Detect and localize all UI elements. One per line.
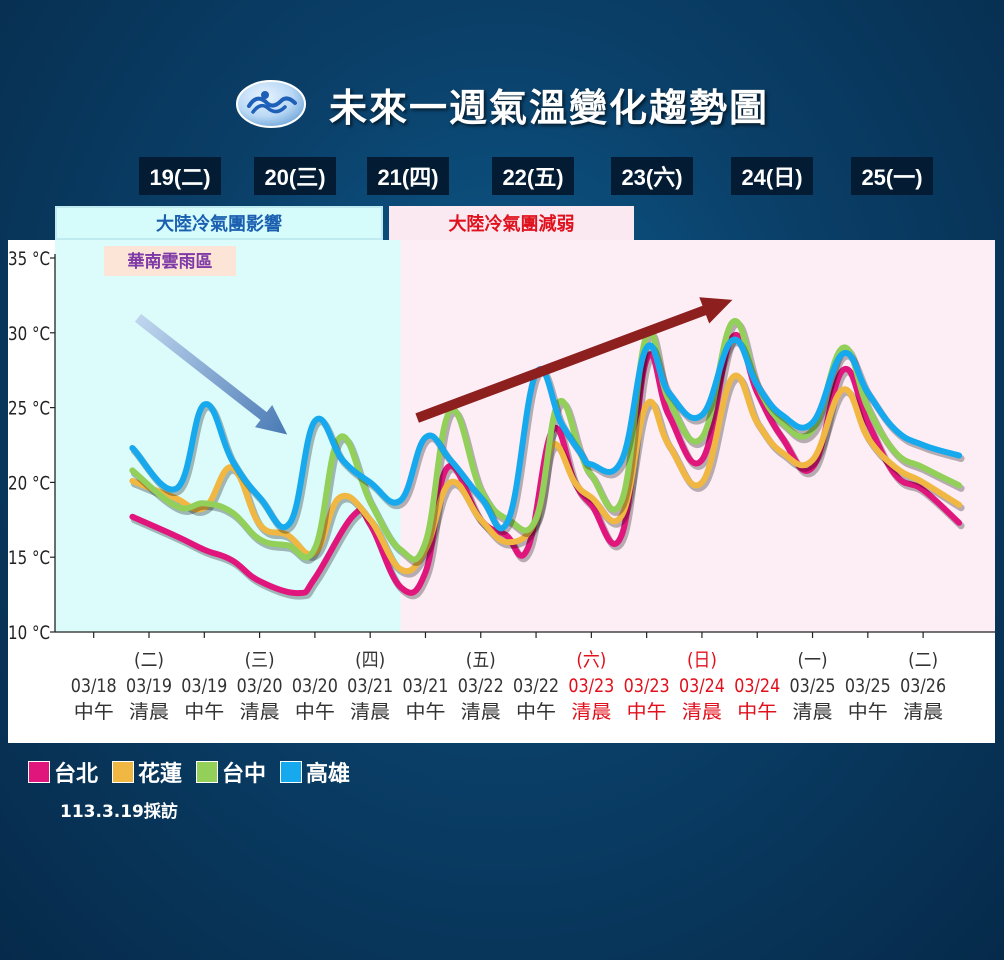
x-date-label: 03/21 <box>347 675 393 697</box>
chart-background-region <box>55 240 401 632</box>
series-line-hualien <box>129 372 963 575</box>
cold-air-banner: 大陸冷氣團影響 <box>55 206 383 240</box>
x-time-label: 中午 <box>516 701 556 723</box>
legend-item: 高雄 <box>280 756 350 788</box>
x-time-label: 中午 <box>627 701 667 723</box>
y-tick-label: 20 °C <box>8 472 50 494</box>
x-time-label: 清晨 <box>903 701 943 723</box>
x-time-label: 清晨 <box>129 701 169 723</box>
day-label: 19(二) <box>139 157 221 195</box>
x-time-label: 清晨 <box>461 701 501 723</box>
legend: 台北 花蓮 台中 高雄 <box>28 756 350 788</box>
x-weekday-label: (四) <box>355 649 385 671</box>
series-line-kaohsiung <box>129 336 963 532</box>
day-label: 21(四) <box>367 157 449 195</box>
x-weekday-label: (三) <box>245 649 275 671</box>
y-tick-label: 15 °C <box>8 547 50 569</box>
legend-label: 花蓮 <box>138 762 183 787</box>
x-date-label: 03/19 <box>181 675 227 697</box>
x-date-label: 03/23 <box>568 675 614 697</box>
day-label: 24(日) <box>731 157 813 195</box>
legend-swatch-taichung <box>196 761 219 783</box>
chart-background-region <box>400 240 995 632</box>
day-label: 25(一) <box>851 157 933 195</box>
x-date-label: 03/23 <box>624 675 670 697</box>
page-title: 未來一週氣溫變化趨勢圖 <box>328 85 769 130</box>
x-date-label: 03/22 <box>513 675 559 697</box>
y-tick-label: 35 °C <box>8 248 50 270</box>
x-weekday-label: (二) <box>134 649 164 671</box>
temperature-chart: 華南雲雨區 10 °C 15 °C 20 °C 25 °C 30 °C 35 °C 03/18… <box>8 240 995 743</box>
cold-air-weakening-banner: 大陸冷氣團減弱 <box>389 206 634 240</box>
title-bar: 未來一週氣溫變化趨勢圖 <box>0 72 1004 136</box>
series-line-taichung <box>129 317 963 563</box>
x-time-label: 中午 <box>405 701 445 723</box>
legend-label: 高雄 <box>306 762 351 787</box>
x-time-label: 中午 <box>848 701 888 723</box>
x-time-label: 清晨 <box>682 701 722 723</box>
legend-swatch-taipei <box>28 761 50 783</box>
x-time-label: 中午 <box>184 701 224 723</box>
trend-arrow <box>415 297 733 423</box>
rain-region-box <box>104 246 236 276</box>
x-date-label: 03/25 <box>845 675 891 697</box>
x-date-label: 03/18 <box>71 675 117 697</box>
x-weekday-label: (二) <box>908 649 938 671</box>
chart-svg: 華南雲雨區 10 °C 15 °C 20 °C 25 °C 30 °C 35 °C 03/18… <box>8 240 995 723</box>
cwa-logo-icon <box>235 80 306 128</box>
x-weekday-label: (六) <box>576 649 606 671</box>
x-time-label: 中午 <box>295 701 335 723</box>
x-time-label: 中午 <box>737 701 777 723</box>
x-time-label: 清晨 <box>571 701 611 723</box>
x-date-label: 03/24 <box>734 675 780 697</box>
footnote: 113.3.19採訪 <box>60 802 178 822</box>
legend-item: 台中 <box>196 756 266 788</box>
legend-item: 台北 <box>28 756 98 788</box>
x-date-label: 03/20 <box>292 675 338 697</box>
x-date-label: 03/25 <box>790 675 836 697</box>
y-tick-label: 30 °C <box>8 323 50 345</box>
x-date-label: 03/26 <box>900 675 946 697</box>
day-label: 23(六) <box>611 157 693 195</box>
x-date-label: 03/20 <box>237 675 283 697</box>
x-time-label: 清晨 <box>793 701 833 723</box>
x-date-label: 03/24 <box>679 675 725 697</box>
day-label: 20(三) <box>254 157 336 195</box>
y-tick-label: 10 °C <box>8 622 50 644</box>
rain-region-label: 華南雲雨區 <box>128 251 213 272</box>
legend-swatch-hualien <box>112 761 135 783</box>
legend-swatch-kaohsiung <box>280 761 303 783</box>
x-date-label: 03/21 <box>402 675 448 697</box>
x-weekday-label: (一) <box>798 649 828 671</box>
trend-arrow <box>134 313 288 435</box>
legend-label: 台中 <box>222 762 267 787</box>
x-weekday-label: (五) <box>466 649 496 671</box>
y-tick-label: 25 °C <box>8 398 50 420</box>
legend-label: 台北 <box>54 762 99 787</box>
x-date-label: 03/22 <box>458 675 504 697</box>
x-date-label: 03/19 <box>126 675 172 697</box>
x-time-label: 中午 <box>74 701 114 723</box>
day-label: 22(五) <box>492 157 574 195</box>
x-time-label: 清晨 <box>240 701 280 723</box>
x-weekday-label: (日) <box>687 649 717 671</box>
series-line-taipei <box>129 332 963 597</box>
x-time-label: 清晨 <box>350 701 390 723</box>
legend-item: 花蓮 <box>112 756 182 788</box>
